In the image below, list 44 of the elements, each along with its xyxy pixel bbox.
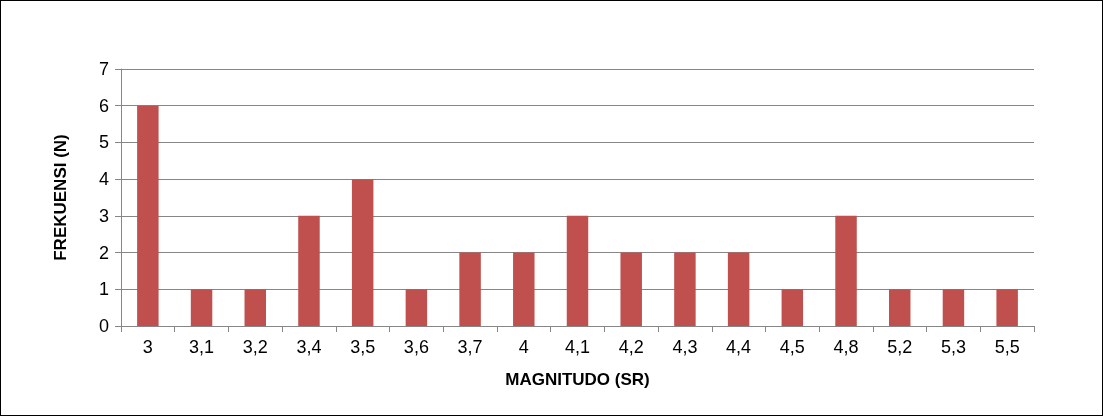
- x-tick-label: 5,3: [940, 337, 966, 357]
- bar: [996, 289, 1018, 326]
- x-tick-label: 3,6: [403, 337, 429, 357]
- bar: [513, 252, 535, 326]
- y-tick-label: 4: [98, 169, 109, 190]
- bar: [835, 215, 857, 326]
- bar: [459, 252, 481, 326]
- bar: [727, 252, 750, 326]
- x-tick-label: 4,3: [672, 337, 698, 357]
- x-tick-label: 3,1: [189, 337, 215, 357]
- x-axis-title: MAGNITUDO (SR): [505, 370, 650, 389]
- bar: [244, 289, 267, 326]
- bar: [942, 289, 965, 326]
- x-tick-label: 3,7: [457, 337, 483, 357]
- y-tick-label: 1: [98, 279, 109, 300]
- x-tick-label: 4,2: [618, 337, 644, 357]
- x-tick-label: 4: [518, 337, 529, 357]
- x-tick-label: 3,4: [296, 337, 322, 357]
- y-tick-label: 0: [98, 316, 109, 336]
- x-tick-label: 3,5: [350, 337, 376, 357]
- bar: [566, 215, 589, 326]
- bar: [298, 215, 320, 326]
- y-tick-label: 3: [98, 205, 109, 226]
- x-tick-label: 3: [142, 337, 153, 357]
- y-tick-label: 5: [98, 132, 109, 153]
- bar: [888, 289, 911, 326]
- x-tick-label: 5,5: [994, 337, 1020, 357]
- bar: [674, 252, 696, 326]
- x-tick-label: 5,2: [887, 337, 913, 357]
- y-tick-label: 6: [98, 95, 109, 116]
- y-axis-title: FREKUENSI (N): [51, 134, 70, 261]
- x-tick-label: 4,4: [726, 337, 752, 357]
- y-tick-label: 2: [98, 242, 109, 263]
- bar: [620, 252, 642, 326]
- y-tick-label: 7: [98, 59, 109, 79]
- bar: [405, 289, 428, 326]
- x-tick-label: 4,5: [779, 337, 805, 357]
- x-tick-label: 3,2: [242, 337, 268, 357]
- x-tick-label: 4,8: [833, 337, 859, 357]
- bar: [137, 105, 159, 326]
- x-tick-label: 4,1: [564, 337, 591, 357]
- bar: [190, 289, 213, 326]
- bar: [781, 289, 804, 326]
- bar: [351, 179, 374, 326]
